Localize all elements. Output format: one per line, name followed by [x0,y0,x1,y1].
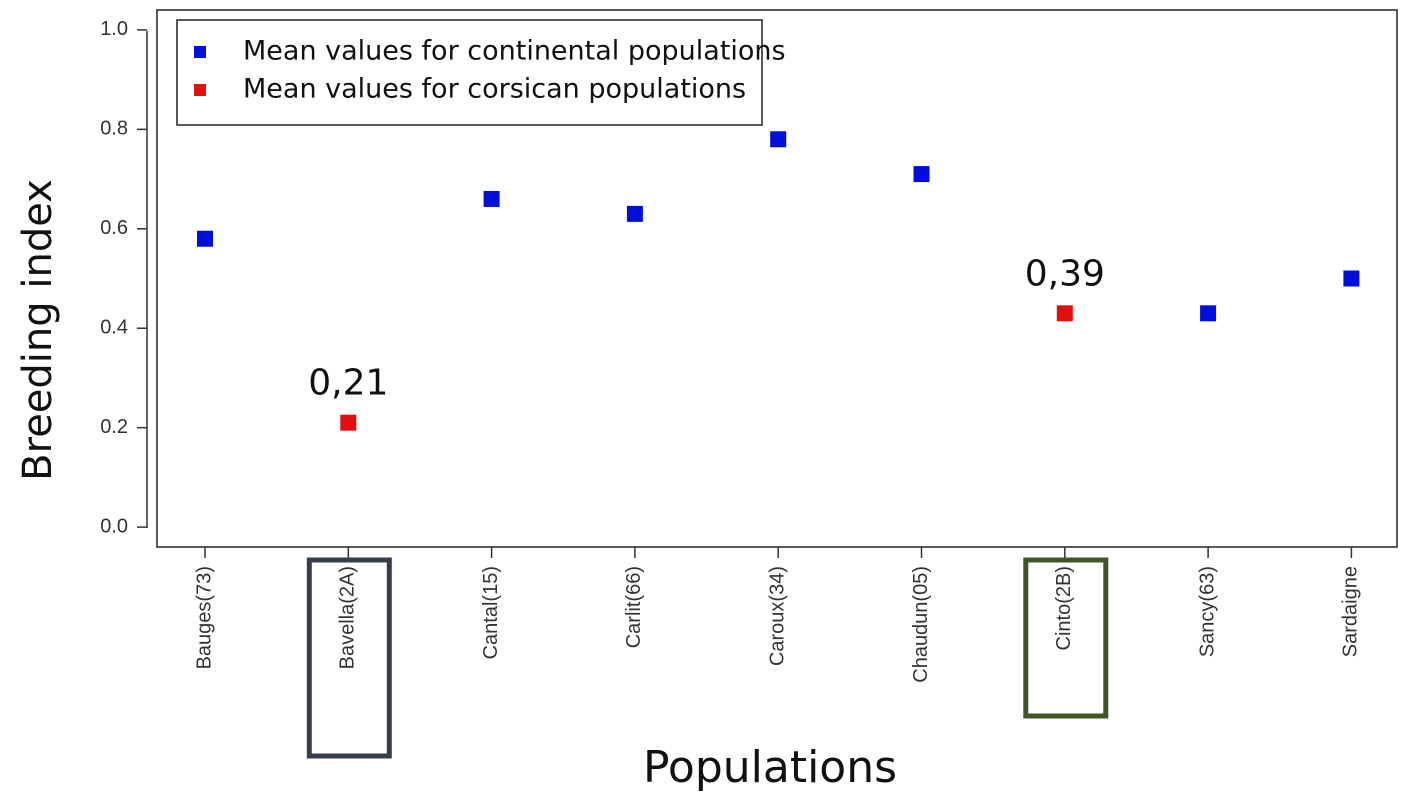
x-tick-label: Sardaigne [1340,566,1362,657]
point [197,230,213,247]
point [1056,305,1073,322]
y-tick-label: 0.0 [100,515,128,537]
highlight-box [1023,557,1109,719]
annotation: 0,21 [308,363,388,404]
highlight-box [306,557,392,759]
x-tick-label: Sancy(63) [1196,566,1218,657]
x-tick-label: Carlit(66) [623,566,645,648]
y-tick-label: 0.4 [100,317,128,339]
legend-swatch [194,84,206,96]
y-tick-label: 0.6 [100,217,128,239]
legend-box [176,19,763,126]
x-tick-label: Bavella(2A) [337,566,359,669]
point [340,414,357,431]
point [913,166,930,183]
legend-label: Mean values for continental populations [243,36,786,67]
plot-frame [156,9,1398,548]
point [1200,305,1217,322]
y-tick-label: 1.0 [100,18,128,40]
point [1343,270,1360,287]
legend-swatch [194,46,206,58]
point [626,205,643,222]
x-tick-label: Cantal(15) [480,566,502,659]
point [483,190,500,207]
x-tick-label: Chaudun(05) [910,566,932,683]
legend-label: Mean values for corsican populations [243,74,746,105]
x-tick-label: Cinto(2B) [1053,566,1075,650]
point [770,131,787,148]
y-tick-label: 0.2 [100,416,128,438]
x-tick-label: Bauges(73) [193,566,215,669]
x-tick-label: Caroux(34) [766,566,788,666]
y-axis-title: Breeding index [15,179,61,481]
x-axis-title: Populations [643,742,897,793]
annotation: 0,39 [1025,253,1105,294]
y-tick-label: 0.8 [100,118,128,140]
